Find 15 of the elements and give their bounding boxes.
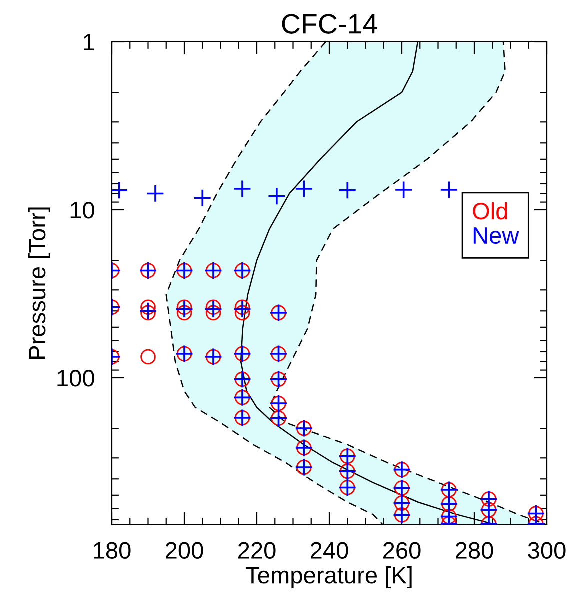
x-tick-label: 300 bbox=[528, 542, 566, 560]
chart-title: CFC-14 bbox=[282, 14, 378, 34]
y-tick-label: 10 bbox=[70, 202, 94, 219]
x-axis-title: Temperature [K] bbox=[246, 566, 412, 588]
x-tick-label: 200 bbox=[166, 542, 204, 560]
x-tick-label: 260 bbox=[383, 542, 421, 560]
y-tick-label: 1 bbox=[84, 34, 94, 51]
x-tick-label: 220 bbox=[238, 542, 276, 560]
x-tick-label: 240 bbox=[310, 542, 348, 560]
y-axis-title: Pressure [Torr] bbox=[28, 208, 50, 359]
x-tick-label: 280 bbox=[456, 542, 494, 560]
series-label: New bbox=[474, 228, 520, 244]
x-tick-label: 180 bbox=[94, 542, 131, 560]
text: Old bbox=[473, 202, 508, 220]
y-tick-label: 100 bbox=[58, 370, 94, 387]
